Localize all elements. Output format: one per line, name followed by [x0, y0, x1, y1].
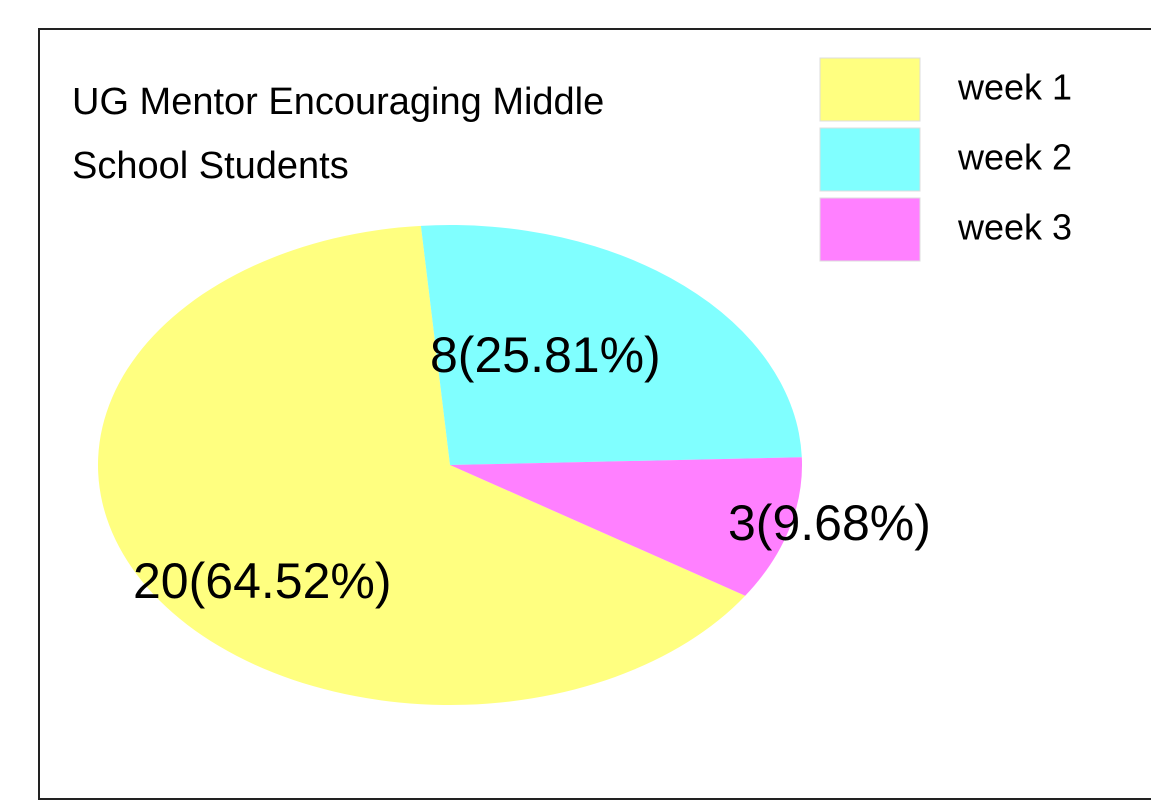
chart-frame [38, 28, 1151, 800]
pie-slice [420, 225, 802, 465]
legend-label: week 3 [957, 207, 1072, 248]
value-label: 3(9.68%) [728, 495, 931, 551]
value-label: 20(64.52%) [133, 553, 392, 609]
legend-label: week 2 [957, 137, 1072, 178]
legend-swatch [819, 127, 921, 192]
legend-swatch [819, 197, 921, 262]
chart-title: UG Mentor Encouraging Middle School Stud… [72, 81, 605, 187]
pie-slice [98, 225, 746, 706]
pie-slice [450, 457, 803, 596]
value-label: 8(25.81%) [430, 327, 661, 383]
legend-swatch [819, 57, 921, 122]
legend-label: week 1 [957, 67, 1072, 108]
